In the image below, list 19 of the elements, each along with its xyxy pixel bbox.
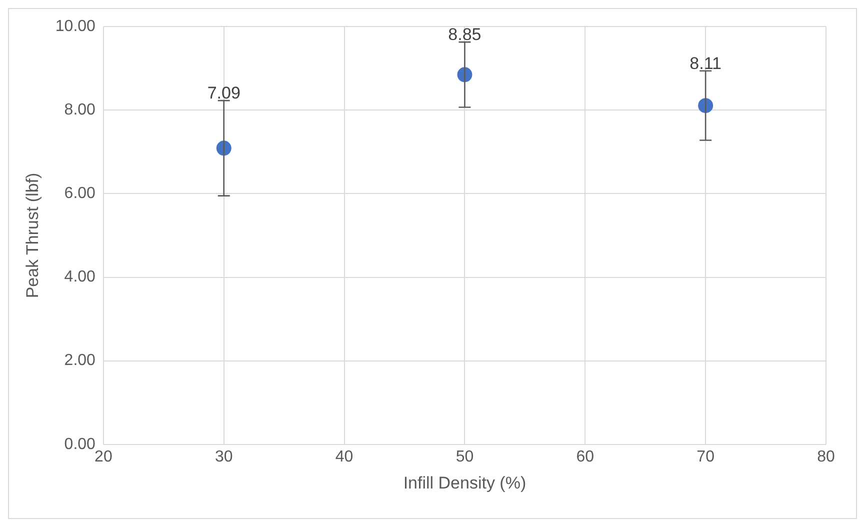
x-tick-label: 20 bbox=[94, 448, 112, 466]
data-label: 8.11 bbox=[690, 54, 722, 74]
y-tick-label: 0.00 bbox=[64, 436, 96, 453]
x-tick-label: 30 bbox=[214, 448, 233, 466]
x-axis-title: Infill Density (%) bbox=[403, 473, 526, 492]
y-tick-label: 10.00 bbox=[55, 18, 96, 36]
x-tick-label: 80 bbox=[817, 448, 835, 466]
y-axis-title: Peak Thrust (lbf) bbox=[22, 172, 42, 298]
y-tick-label: 2.00 bbox=[64, 352, 96, 370]
x-tick-label: 50 bbox=[456, 448, 474, 466]
point bbox=[698, 98, 714, 114]
x-tick-label: 70 bbox=[696, 448, 715, 466]
x-tick-label: 60 bbox=[576, 448, 594, 466]
x-tick-label: 40 bbox=[335, 448, 354, 466]
y-tick-label: 8.00 bbox=[64, 102, 96, 119]
data-label: 8.85 bbox=[448, 25, 482, 44]
y-tick-label: 4.00 bbox=[64, 268, 96, 286]
data-label: 7.09 bbox=[207, 84, 240, 103]
y-tick-label: 6.00 bbox=[64, 185, 96, 202]
